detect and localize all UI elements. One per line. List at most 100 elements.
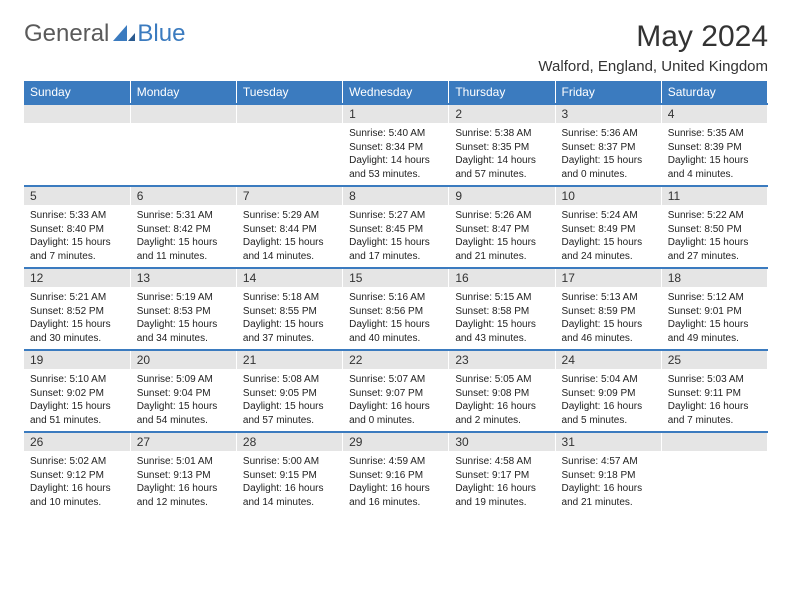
day-detail: Sunrise: 5:13 AMSunset: 8:59 PMDaylight:… xyxy=(556,287,661,349)
day-cell xyxy=(130,123,236,186)
day-detail: Sunrise: 5:31 AMSunset: 8:42 PMDaylight:… xyxy=(131,205,236,267)
day-cell: Sunrise: 5:04 AMSunset: 9:09 PMDaylight:… xyxy=(555,369,661,432)
day-cell: Sunrise: 5:00 AMSunset: 9:15 PMDaylight:… xyxy=(236,451,342,513)
day-number-cell: 10 xyxy=(555,186,661,205)
day-number xyxy=(24,105,130,123)
day-number: 16 xyxy=(449,269,554,287)
day-number-cell: 24 xyxy=(555,350,661,369)
day-header: Saturday xyxy=(661,81,767,104)
day-cell: Sunrise: 5:08 AMSunset: 9:05 PMDaylight:… xyxy=(236,369,342,432)
day-number-cell: 25 xyxy=(661,350,767,369)
day-cell: Sunrise: 5:19 AMSunset: 8:53 PMDaylight:… xyxy=(130,287,236,350)
day-detail: Sunrise: 5:35 AMSunset: 8:39 PMDaylight:… xyxy=(662,123,767,185)
day-number: 27 xyxy=(131,433,236,451)
day-cell: Sunrise: 5:13 AMSunset: 8:59 PMDaylight:… xyxy=(555,287,661,350)
day-number-cell: 22 xyxy=(343,350,449,369)
day-number-cell: 17 xyxy=(555,268,661,287)
day-number: 31 xyxy=(556,433,661,451)
day-number: 13 xyxy=(131,269,236,287)
logo-sail-icon xyxy=(113,25,135,43)
day-cell: Sunrise: 5:05 AMSunset: 9:08 PMDaylight:… xyxy=(449,369,555,432)
day-number xyxy=(131,105,236,123)
day-cell: Sunrise: 5:21 AMSunset: 8:52 PMDaylight:… xyxy=(24,287,130,350)
day-cell xyxy=(236,123,342,186)
week-content-row: Sunrise: 5:21 AMSunset: 8:52 PMDaylight:… xyxy=(24,287,768,350)
day-header-row: SundayMondayTuesdayWednesdayThursdayFrid… xyxy=(24,81,768,104)
day-number-cell: 27 xyxy=(130,432,236,451)
day-number: 28 xyxy=(237,433,342,451)
day-detail: Sunrise: 5:29 AMSunset: 8:44 PMDaylight:… xyxy=(237,205,342,267)
day-number-cell: 21 xyxy=(236,350,342,369)
day-number-cell: 16 xyxy=(449,268,555,287)
day-number-cell: 4 xyxy=(661,104,767,123)
logo-text-general: General xyxy=(24,20,109,48)
day-number-cell: 14 xyxy=(236,268,342,287)
day-number: 17 xyxy=(556,269,661,287)
day-number: 1 xyxy=(343,105,448,123)
day-cell: Sunrise: 5:12 AMSunset: 9:01 PMDaylight:… xyxy=(661,287,767,350)
day-number-cell: 26 xyxy=(24,432,130,451)
day-detail: Sunrise: 5:03 AMSunset: 9:11 PMDaylight:… xyxy=(662,369,767,431)
day-cell: Sunrise: 5:27 AMSunset: 8:45 PMDaylight:… xyxy=(343,205,449,268)
day-number: 23 xyxy=(449,351,554,369)
day-cell: Sunrise: 5:35 AMSunset: 8:39 PMDaylight:… xyxy=(661,123,767,186)
day-number-cell: 13 xyxy=(130,268,236,287)
day-detail: Sunrise: 5:08 AMSunset: 9:05 PMDaylight:… xyxy=(237,369,342,431)
day-cell: Sunrise: 5:33 AMSunset: 8:40 PMDaylight:… xyxy=(24,205,130,268)
week-content-row: Sunrise: 5:02 AMSunset: 9:12 PMDaylight:… xyxy=(24,451,768,513)
day-number-cell: 7 xyxy=(236,186,342,205)
day-cell: Sunrise: 5:18 AMSunset: 8:55 PMDaylight:… xyxy=(236,287,342,350)
logo-text-blue: Blue xyxy=(137,20,185,48)
day-number: 26 xyxy=(24,433,130,451)
day-detail: Sunrise: 5:18 AMSunset: 8:55 PMDaylight:… xyxy=(237,287,342,349)
day-number-cell: 12 xyxy=(24,268,130,287)
week-content-row: Sunrise: 5:40 AMSunset: 8:34 PMDaylight:… xyxy=(24,123,768,186)
day-number-cell: 19 xyxy=(24,350,130,369)
day-number: 22 xyxy=(343,351,448,369)
day-detail: Sunrise: 5:02 AMSunset: 9:12 PMDaylight:… xyxy=(24,451,130,513)
day-detail: Sunrise: 5:38 AMSunset: 8:35 PMDaylight:… xyxy=(449,123,554,185)
day-detail: Sunrise: 5:27 AMSunset: 8:45 PMDaylight:… xyxy=(343,205,448,267)
day-number-cell: 31 xyxy=(555,432,661,451)
day-number-cell: 11 xyxy=(661,186,767,205)
day-cell: Sunrise: 4:57 AMSunset: 9:18 PMDaylight:… xyxy=(555,451,661,513)
day-cell: Sunrise: 4:58 AMSunset: 9:17 PMDaylight:… xyxy=(449,451,555,513)
day-number: 29 xyxy=(343,433,448,451)
day-cell: Sunrise: 5:01 AMSunset: 9:13 PMDaylight:… xyxy=(130,451,236,513)
week-number-row: 12131415161718 xyxy=(24,268,768,287)
day-number xyxy=(237,105,342,123)
day-detail: Sunrise: 5:21 AMSunset: 8:52 PMDaylight:… xyxy=(24,287,130,349)
day-number: 18 xyxy=(662,269,767,287)
day-number-cell: 9 xyxy=(449,186,555,205)
week-content-row: Sunrise: 5:10 AMSunset: 9:02 PMDaylight:… xyxy=(24,369,768,432)
day-detail: Sunrise: 5:05 AMSunset: 9:08 PMDaylight:… xyxy=(449,369,554,431)
day-cell xyxy=(661,451,767,513)
day-detail: Sunrise: 5:09 AMSunset: 9:04 PMDaylight:… xyxy=(131,369,236,431)
day-number: 8 xyxy=(343,187,448,205)
day-detail: Sunrise: 5:24 AMSunset: 8:49 PMDaylight:… xyxy=(556,205,661,267)
day-cell: Sunrise: 5:24 AMSunset: 8:49 PMDaylight:… xyxy=(555,205,661,268)
day-number: 25 xyxy=(662,351,767,369)
day-detail: Sunrise: 5:36 AMSunset: 8:37 PMDaylight:… xyxy=(556,123,661,185)
day-detail: Sunrise: 5:04 AMSunset: 9:09 PMDaylight:… xyxy=(556,369,661,431)
day-header: Thursday xyxy=(449,81,555,104)
day-number-cell: 15 xyxy=(343,268,449,287)
day-cell: Sunrise: 5:03 AMSunset: 9:11 PMDaylight:… xyxy=(661,369,767,432)
day-detail: Sunrise: 5:40 AMSunset: 8:34 PMDaylight:… xyxy=(343,123,448,185)
day-cell: Sunrise: 5:36 AMSunset: 8:37 PMDaylight:… xyxy=(555,123,661,186)
day-number-cell xyxy=(236,104,342,123)
day-number: 7 xyxy=(237,187,342,205)
day-number-cell: 28 xyxy=(236,432,342,451)
calendar-table: SundayMondayTuesdayWednesdayThursdayFrid… xyxy=(24,81,768,513)
day-detail: Sunrise: 5:16 AMSunset: 8:56 PMDaylight:… xyxy=(343,287,448,349)
day-number-cell: 3 xyxy=(555,104,661,123)
day-number: 10 xyxy=(556,187,661,205)
day-number: 24 xyxy=(556,351,661,369)
day-number-cell xyxy=(130,104,236,123)
day-cell: Sunrise: 5:09 AMSunset: 9:04 PMDaylight:… xyxy=(130,369,236,432)
day-detail: Sunrise: 4:58 AMSunset: 9:17 PMDaylight:… xyxy=(449,451,554,513)
week-number-row: 567891011 xyxy=(24,186,768,205)
day-cell: Sunrise: 5:31 AMSunset: 8:42 PMDaylight:… xyxy=(130,205,236,268)
day-detail: Sunrise: 5:01 AMSunset: 9:13 PMDaylight:… xyxy=(131,451,236,513)
day-detail: Sunrise: 5:26 AMSunset: 8:47 PMDaylight:… xyxy=(449,205,554,267)
